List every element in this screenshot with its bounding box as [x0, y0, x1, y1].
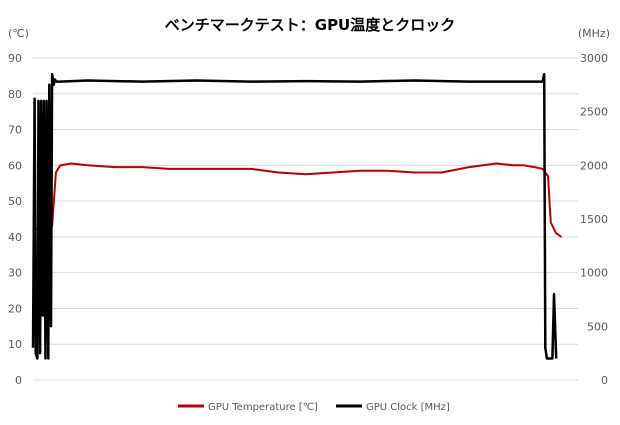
right-axis-ticks: 0 500 1000 1500 2000 2500 3000 — [580, 52, 608, 387]
left-tick-label: 40 — [8, 231, 22, 244]
right-tick-label: 0 — [601, 374, 608, 387]
chart-title: ベンチマークテスト：GPU温度とクロック — [165, 16, 456, 34]
left-axis-ticks: 0 10 20 30 40 50 60 70 80 90 — [8, 52, 22, 387]
temperature-series-line — [32, 162, 563, 238]
clock-series-line — [31, 72, 558, 360]
left-tick-label: 90 — [8, 52, 22, 65]
left-tick-label: 30 — [8, 267, 22, 280]
right-tick-label: 3000 — [580, 52, 608, 65]
right-tick-label: 500 — [587, 320, 608, 333]
left-tick-label: 70 — [8, 124, 22, 137]
legend-label-clock: GPU Clock [MHz] — [366, 402, 450, 413]
left-tick-label: 20 — [8, 302, 22, 315]
left-tick-label: 80 — [8, 88, 22, 101]
left-tick-label: 10 — [8, 338, 22, 351]
legend-item-temperature: GPU Temperature [℃] — [178, 402, 318, 413]
gridlines — [33, 57, 578, 381]
right-tick-label: 2500 — [580, 106, 608, 119]
right-tick-label: 1500 — [580, 213, 608, 226]
left-axis-unit: (℃) — [8, 27, 29, 40]
right-tick-label: 1000 — [580, 267, 608, 280]
legend: GPU Temperature [℃] GPU Clock [MHz] — [178, 402, 450, 413]
legend-item-clock: GPU Clock [MHz] — [336, 402, 450, 413]
left-tick-label: 50 — [8, 195, 22, 208]
legend-label-temperature: GPU Temperature [℃] — [208, 402, 318, 413]
right-tick-label: 2000 — [580, 159, 608, 172]
left-tick-label: 0 — [15, 374, 22, 387]
series-lines — [31, 72, 563, 360]
right-axis-unit: (MHz) — [578, 27, 610, 40]
left-tick-label: 60 — [8, 159, 22, 172]
